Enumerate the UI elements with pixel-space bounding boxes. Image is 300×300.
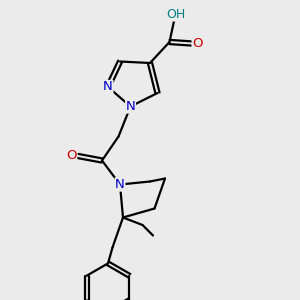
Text: N: N [103, 80, 113, 94]
Text: N: N [126, 100, 135, 113]
Text: N: N [115, 178, 125, 191]
Text: OH: OH [166, 8, 185, 21]
Text: O: O [66, 149, 76, 163]
Text: O: O [192, 37, 203, 50]
